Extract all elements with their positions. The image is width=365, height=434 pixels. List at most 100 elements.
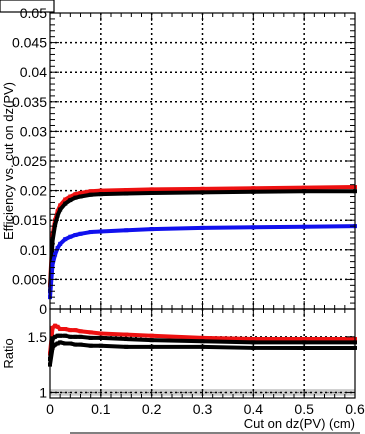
data-point [124,228,129,233]
data-point [149,338,154,343]
data-point [88,335,93,340]
data-point [68,341,73,346]
data-point [98,229,103,234]
data-point [302,345,307,350]
data-point [58,203,63,208]
data-point [58,333,63,338]
data-point [88,230,93,235]
data-point [251,340,256,345]
y-tick-label: 0.005 [12,271,47,287]
data-point [124,188,129,193]
data-point [98,335,103,340]
series-line [48,185,356,286]
y-tick-label: 0.015 [12,212,47,228]
data-point [124,332,129,337]
data-point [302,189,307,194]
data-point [124,191,129,196]
data-point [63,341,68,346]
y-tick-label: 0.045 [12,35,47,51]
data-point [68,194,73,199]
data-point [78,334,83,339]
data-point [73,342,78,347]
data-point [55,246,60,251]
y-tick-label: 1.5 [28,329,48,345]
x-tick-label: 0.2 [142,401,162,417]
data-point [55,213,60,218]
data-point [58,241,63,246]
data-point [88,343,93,348]
series-line [48,224,356,298]
data-point [88,189,93,194]
data-point [302,224,307,229]
data-point [50,337,55,342]
data-point [302,340,307,345]
data-point [200,190,205,195]
data-point [53,222,58,227]
data-point [73,195,78,200]
data-point [68,198,73,203]
data-point [50,262,55,267]
data-point [200,186,205,191]
data-point [55,333,60,338]
series-line [48,189,355,292]
data-point [78,190,83,195]
data-point [73,233,78,237]
data-point [251,225,256,230]
data-point [63,197,68,202]
data-point [124,337,129,342]
data-point [88,192,93,197]
data-point [149,227,154,232]
y-tick-label: 0.025 [12,153,47,169]
data-point [53,252,58,257]
y-axis-title: Efficiency vs. cut on dz(PV) [1,82,16,240]
y-tick-label: 0.04 [20,64,47,80]
data-point [63,327,68,332]
data-point [98,188,103,193]
data-point [124,344,129,349]
data-point [53,323,58,328]
y-axis-title: Ratio [1,338,16,368]
y-tick-label: 0.035 [12,94,47,110]
y-tick-label: 0.03 [20,123,47,139]
data-point [251,337,256,342]
data-point [149,344,154,349]
data-point [78,194,83,199]
y-tick-label: 1 [39,384,47,400]
y-tick-label: 0.05 [20,5,47,21]
data-point [88,330,93,335]
data-point [63,201,68,206]
x-tick-label: 0.4 [244,401,264,417]
data-point [78,329,83,334]
data-point [50,325,55,330]
y-tick-label: 0 [39,301,47,317]
data-point [251,189,256,194]
data-point [58,340,63,345]
data-point [68,334,73,339]
data-point [200,225,205,230]
data-point [200,344,205,349]
x-tick-label: 0.3 [193,401,213,417]
data-point [50,238,55,243]
data-point [55,324,60,329]
data-point [200,339,205,344]
y-tick-label: 0.01 [20,242,47,258]
data-point [78,231,83,236]
x-tick-label: 0.6 [345,401,365,417]
data-point [98,192,103,197]
data-point [50,345,55,350]
efficiency-panel: 0 0.005 0.01 0.015 0.02 0.025 0.03 0.035 0.04 0.0… [1,5,357,317]
x-axis-title: Cut on dz(PV) (cm) [244,416,355,431]
data-point [149,190,154,195]
data-point [98,343,103,348]
x-tick-label: 0 [46,401,54,417]
data-point [251,345,256,350]
x-tick-label: 0.1 [91,401,111,417]
data-point [58,207,63,212]
data-point [73,192,78,197]
data-point [63,237,68,242]
data-point [73,328,78,333]
legend-box [0,0,55,13]
data-point [251,186,256,191]
